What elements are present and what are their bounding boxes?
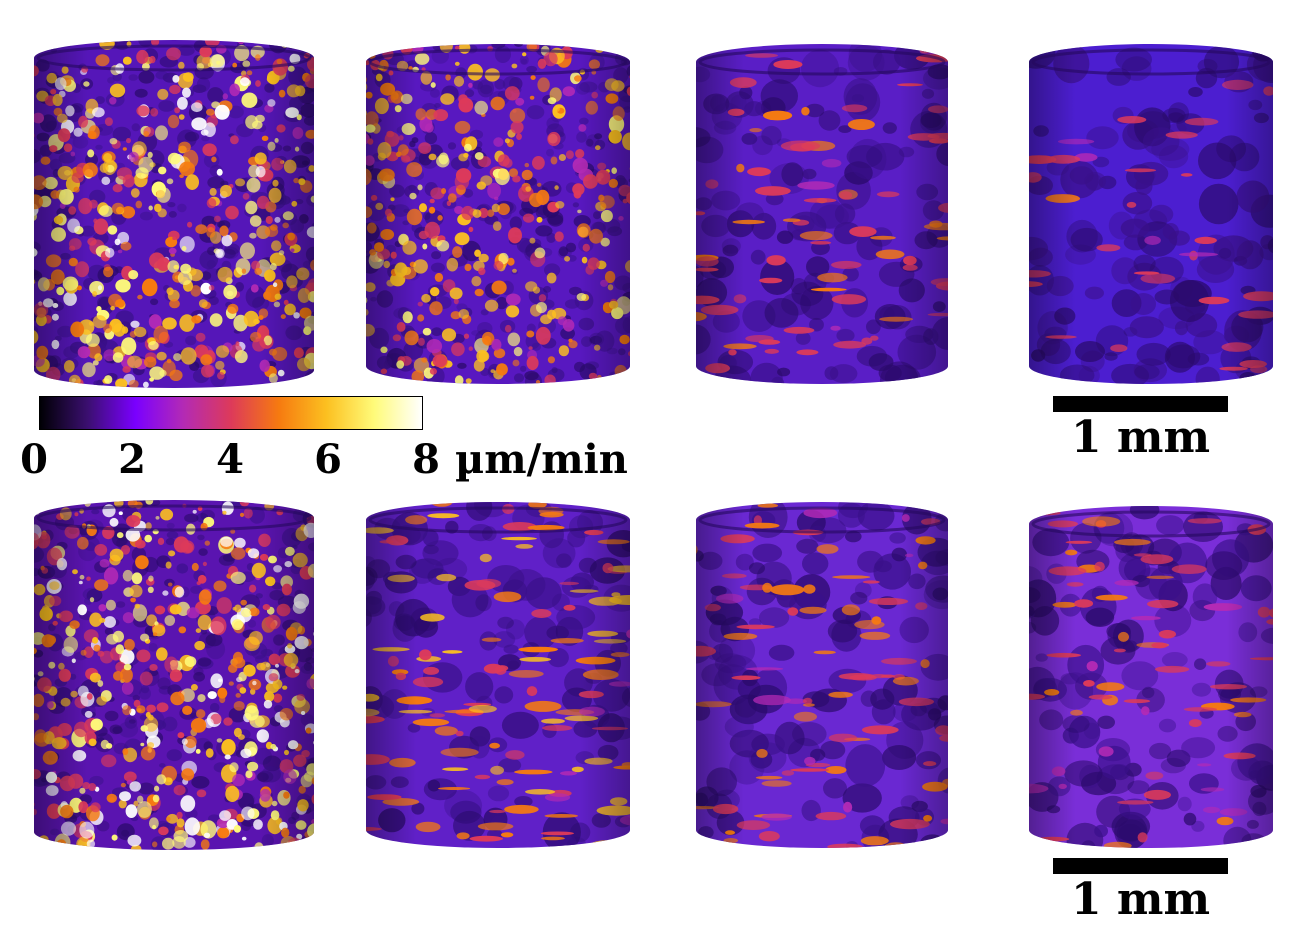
scale-bar-label: 1 mm xyxy=(1070,412,1211,463)
scale-bar xyxy=(1053,396,1228,412)
panel-r1-c4 xyxy=(1025,44,1277,384)
colorbar-tick: 0 xyxy=(20,436,48,483)
colorbar-tick: 4 xyxy=(216,436,244,483)
panel-r1-c1 xyxy=(30,40,318,388)
panel-r2-c2 xyxy=(362,502,634,848)
panel-r1-c2 xyxy=(362,44,634,384)
panel-r2-c4 xyxy=(1025,506,1277,848)
panel-r2-c1 xyxy=(30,500,318,850)
panel-r1-c3 xyxy=(692,44,952,384)
scale-bar-label: 1 mm xyxy=(1070,874,1211,925)
colorbar-tick: 2 xyxy=(118,436,146,483)
colorbar-unit: µm/min xyxy=(455,436,628,483)
colorbar xyxy=(39,396,423,430)
scale-bar xyxy=(1053,858,1228,874)
panel-r2-c3 xyxy=(692,502,952,848)
colorbar-tick: 8 xyxy=(412,436,440,483)
colorbar-tick: 6 xyxy=(314,436,342,483)
